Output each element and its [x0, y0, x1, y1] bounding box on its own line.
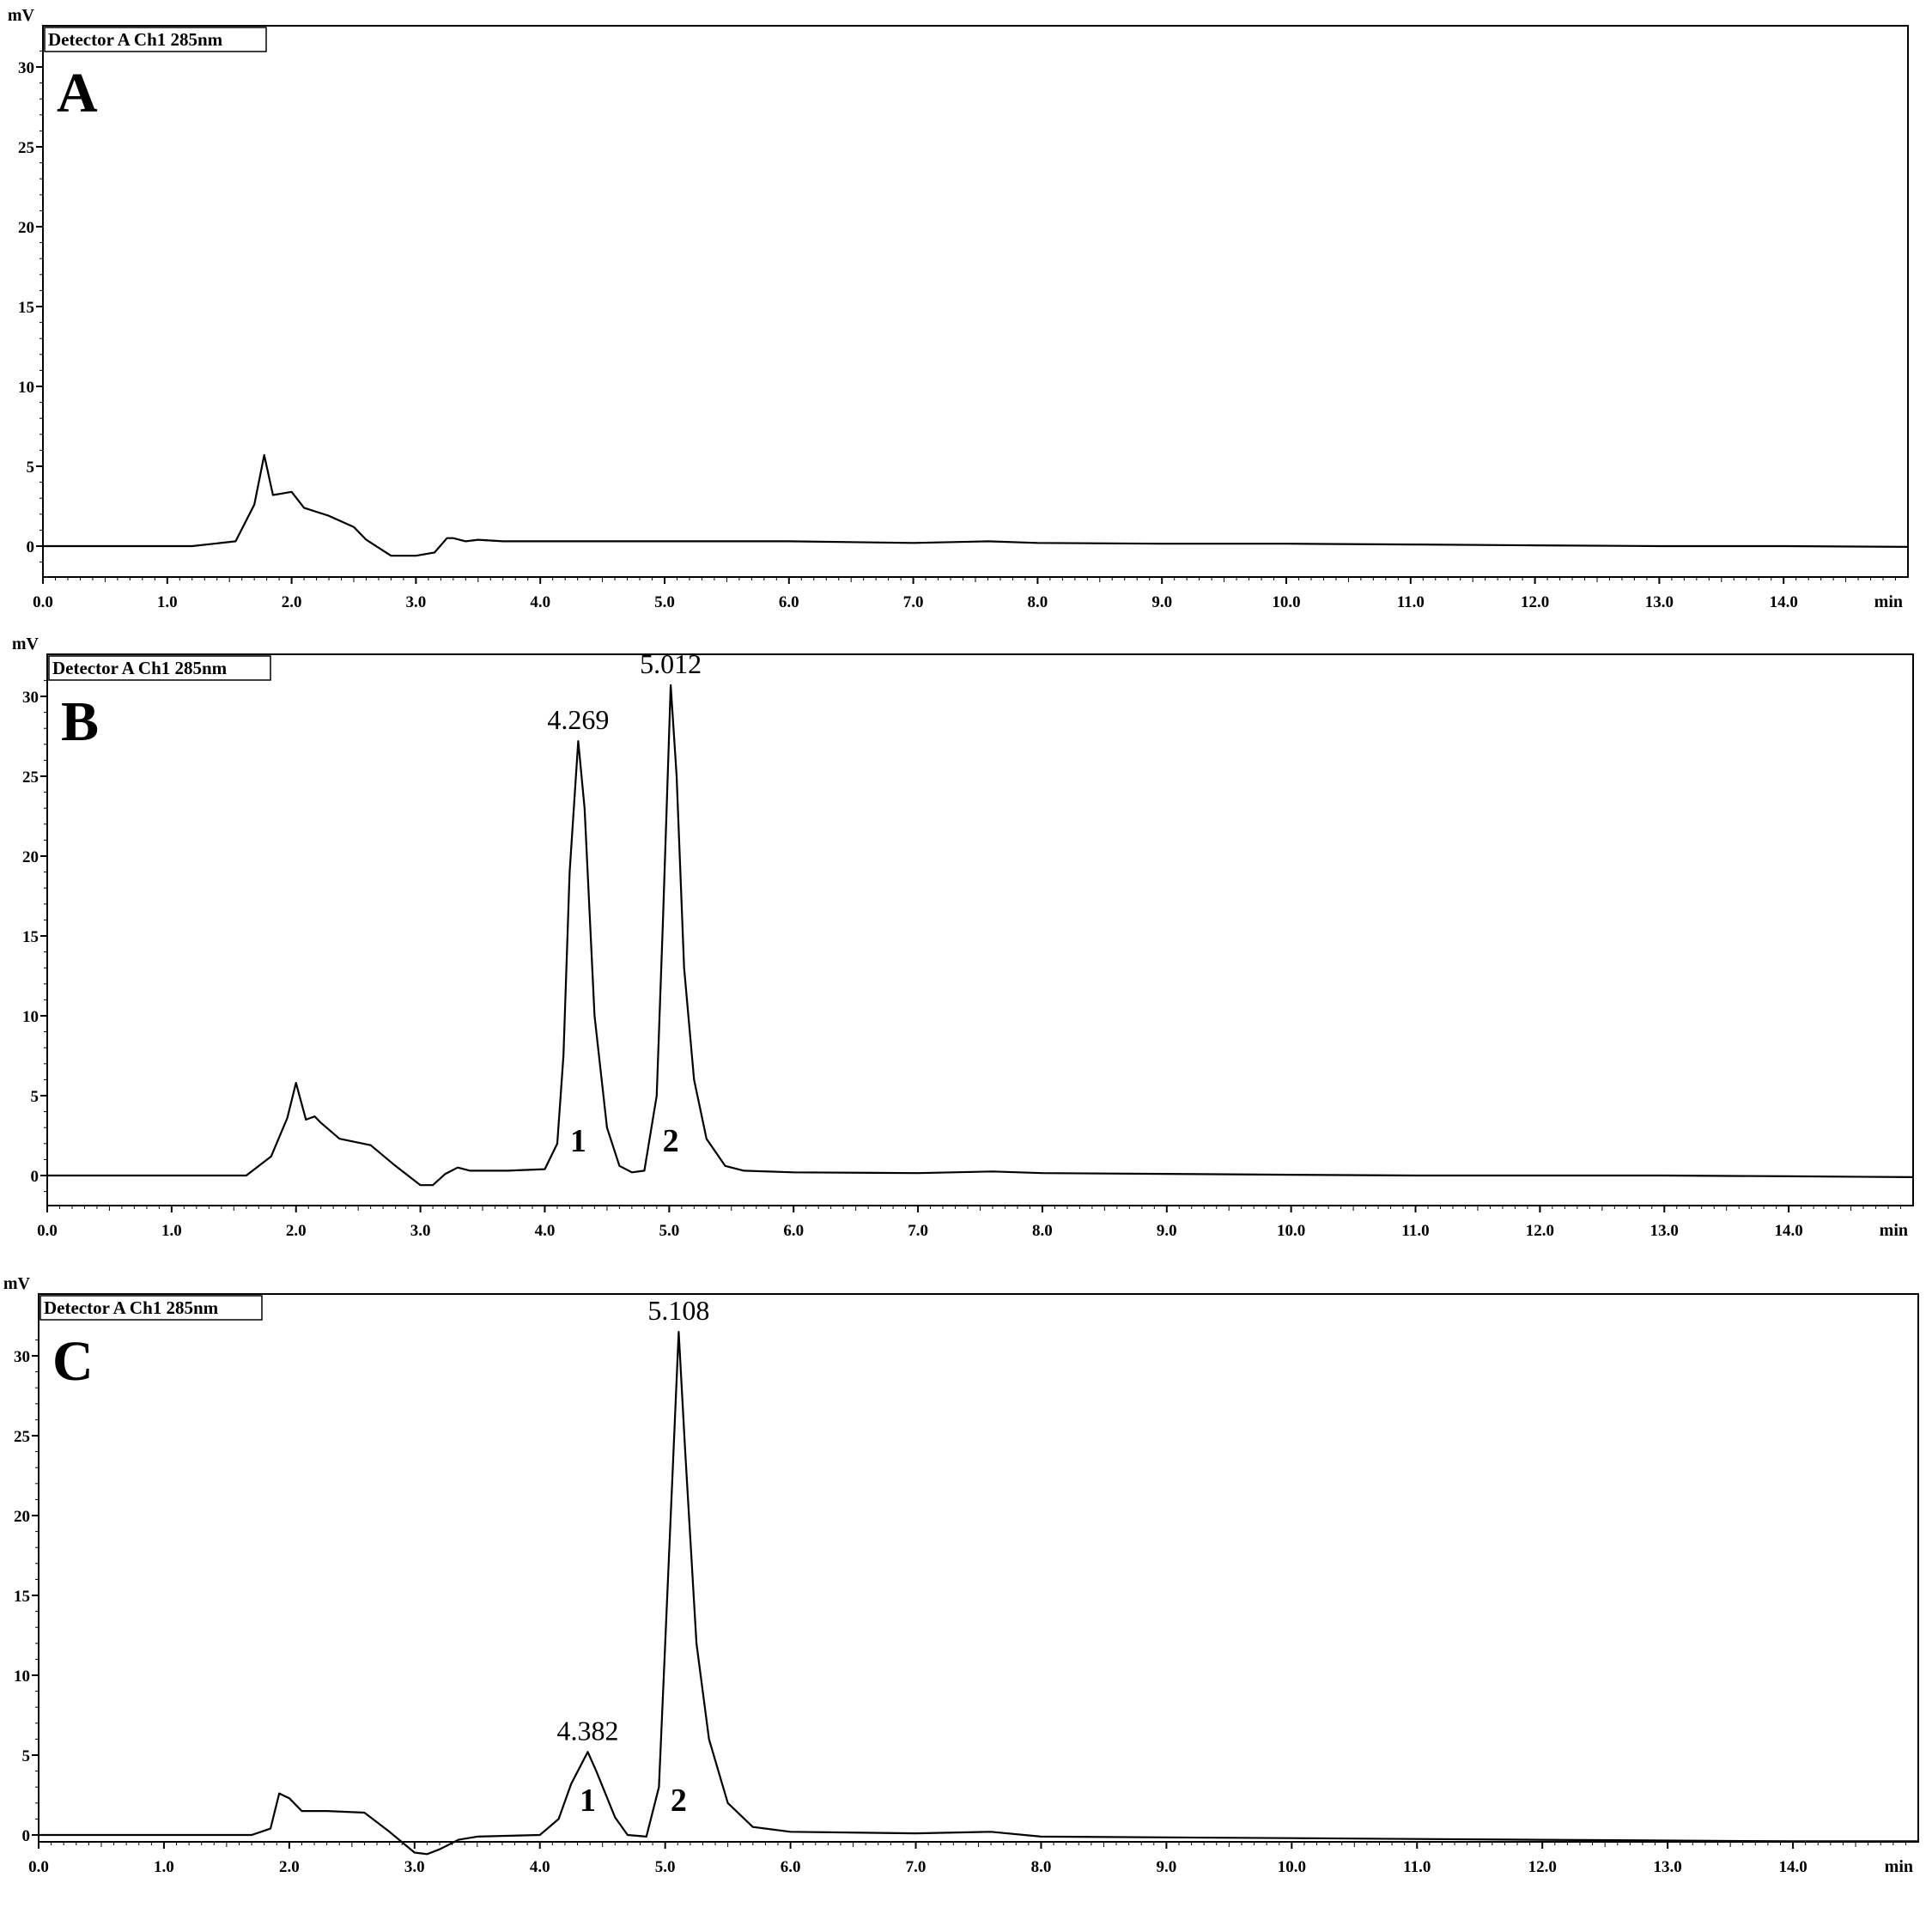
x-tick-label: 12.0 — [1526, 1222, 1554, 1240]
y-tick-label: 30 — [18, 59, 34, 77]
x-tick-label: 14.0 — [1770, 593, 1798, 611]
x-axis-unit-label: min — [1880, 1221, 1908, 1240]
peak-retention-time-label: 5.108 — [647, 1295, 709, 1326]
panel-letter: C — [52, 1330, 94, 1393]
peak-number-label: 1 — [580, 1783, 596, 1819]
x-axis-unit-label: min — [1874, 592, 1903, 611]
x-tick-label: 6.0 — [783, 1222, 804, 1240]
x-tick-label: 8.0 — [1031, 1858, 1052, 1876]
x-tick-label: 3.0 — [404, 1858, 425, 1876]
peak-retention-time-label: 4.269 — [547, 704, 609, 735]
x-tick-label: 4.0 — [530, 593, 550, 611]
chromatogram-trace — [43, 453, 1909, 557]
x-tick-label: 8.0 — [1028, 593, 1048, 611]
x-tick-label: 9.0 — [1157, 1858, 1177, 1876]
y-tick-label: 25 — [22, 769, 39, 787]
detector-label-box — [48, 655, 271, 681]
chromatogram-trace — [47, 683, 1914, 1187]
y-axis-unit-label: mV — [8, 6, 35, 25]
x-tick-label: 13.0 — [1650, 1222, 1679, 1240]
y-tick-label: 5 — [22, 1747, 31, 1765]
x-tick-label: 2.0 — [286, 1222, 307, 1240]
plot-frame — [46, 653, 1914, 1206]
chart-panel-c: mV 0 5 10 15 20 25 30 0.0 1.0 2.0 3.0 4.0 5.0 6.0 7.0 8.… — [3, 1274, 1919, 1876]
y-tick-label: 15 — [14, 1588, 30, 1606]
y-axis-unit-label: mV — [12, 635, 39, 653]
y-tick-label: 10 — [14, 1668, 30, 1686]
y-tick-label: 5 — [27, 459, 35, 477]
plot-frame — [38, 1293, 1919, 1843]
chart-panel-b: mV 0 5 10 15 20 25 30 0.0 1.0 2.0 3.0 4.0 5.0 6.0 7.0 8.… — [12, 635, 1914, 1240]
y-tick-label: 20 — [14, 1508, 30, 1526]
x-tick-label: 13.0 — [1645, 593, 1674, 611]
y-tick-label: 0 — [31, 1168, 39, 1186]
y-tick-label: 25 — [14, 1428, 30, 1446]
y-tick-label: 30 — [14, 1348, 30, 1366]
detector-label: Detector A Ch1 285nm — [52, 658, 228, 678]
detector-label: Detector A Ch1 285nm — [44, 1297, 219, 1318]
panel-letter: A — [57, 62, 98, 125]
y-tick-label: 25 — [18, 139, 34, 157]
peak-number-label: 1 — [570, 1123, 586, 1159]
x-tick-label: 5.0 — [655, 1858, 676, 1876]
x-tick-label: 0.0 — [37, 1222, 58, 1240]
y-tick-label: 10 — [18, 379, 34, 397]
y-tick-label: 5 — [31, 1088, 39, 1106]
x-tick-label: 11.0 — [1401, 1222, 1429, 1240]
x-tick-label: 5.0 — [659, 1222, 679, 1240]
x-tick-label: 1.0 — [157, 593, 178, 611]
x-tick-label: 9.0 — [1151, 593, 1172, 611]
x-tick-label: 10.0 — [1277, 1222, 1305, 1240]
x-tick-label: 12.0 — [1521, 593, 1549, 611]
detector-label-box — [39, 1295, 263, 1321]
x-tick-label: 1.0 — [154, 1858, 174, 1876]
peak-number-label: 2 — [671, 1783, 687, 1819]
x-tick-label: 0.0 — [28, 1858, 49, 1876]
peak-number-label: 2 — [663, 1123, 679, 1159]
y-tick-label: 0 — [27, 538, 35, 556]
x-tick-label: 2.0 — [279, 1858, 300, 1876]
x-tick-label: 7.0 — [906, 1858, 927, 1876]
x-tick-label: 7.0 — [908, 1222, 928, 1240]
x-axis-unit-label: min — [1885, 1857, 1913, 1876]
peak-retention-time-label: 5.012 — [640, 648, 702, 679]
x-tick-label: 2.0 — [282, 593, 302, 611]
y-tick-label: 20 — [22, 848, 39, 866]
y-tick-label: 20 — [18, 219, 34, 237]
x-tick-label: 8.0 — [1032, 1222, 1053, 1240]
y-tick-label: 10 — [22, 1008, 39, 1026]
x-tick-label: 1.0 — [161, 1222, 182, 1240]
chart-panel-a: mV 0 5 10 15 20 25 30 0.0 1.0 2.0 3.0 4.0 5.0 6.0 7.0 8.… — [8, 6, 1909, 611]
x-tick-label: 0.0 — [33, 593, 53, 611]
detector-label-box — [44, 27, 267, 52]
x-tick-label: 14.0 — [1775, 1222, 1803, 1240]
x-tick-label: 9.0 — [1157, 1222, 1177, 1240]
x-tick-label: 5.0 — [654, 593, 675, 611]
y-tick-label: 0 — [22, 1827, 31, 1845]
x-tick-label: 10.0 — [1278, 1858, 1306, 1876]
y-tick-label: 30 — [22, 689, 39, 707]
x-tick-label: 13.0 — [1654, 1858, 1682, 1876]
x-tick-label: 10.0 — [1272, 593, 1300, 611]
x-tick-label: 4.0 — [535, 1222, 556, 1240]
panel-letter: B — [61, 690, 99, 753]
x-tick-label: 11.0 — [1403, 1858, 1431, 1876]
y-tick-label: 15 — [22, 928, 39, 946]
x-tick-label: 3.0 — [406, 593, 427, 611]
x-tick-label: 7.0 — [903, 593, 924, 611]
peak-retention-time-label: 4.382 — [556, 1715, 618, 1746]
x-tick-label: 11.0 — [1397, 593, 1425, 611]
y-axis-unit-label: mV — [3, 1274, 31, 1293]
x-tick-label: 12.0 — [1528, 1858, 1557, 1876]
chromatogram-trace — [39, 1330, 1918, 1856]
x-tick-label: 3.0 — [410, 1222, 431, 1240]
x-tick-label: 4.0 — [530, 1858, 550, 1876]
x-tick-label: 6.0 — [779, 593, 799, 611]
x-tick-label: 6.0 — [781, 1858, 801, 1876]
detector-label: Detector A Ch1 285nm — [48, 29, 223, 50]
x-tick-label: 14.0 — [1778, 1858, 1807, 1876]
plot-frame — [42, 25, 1909, 578]
y-tick-label: 15 — [18, 299, 34, 317]
